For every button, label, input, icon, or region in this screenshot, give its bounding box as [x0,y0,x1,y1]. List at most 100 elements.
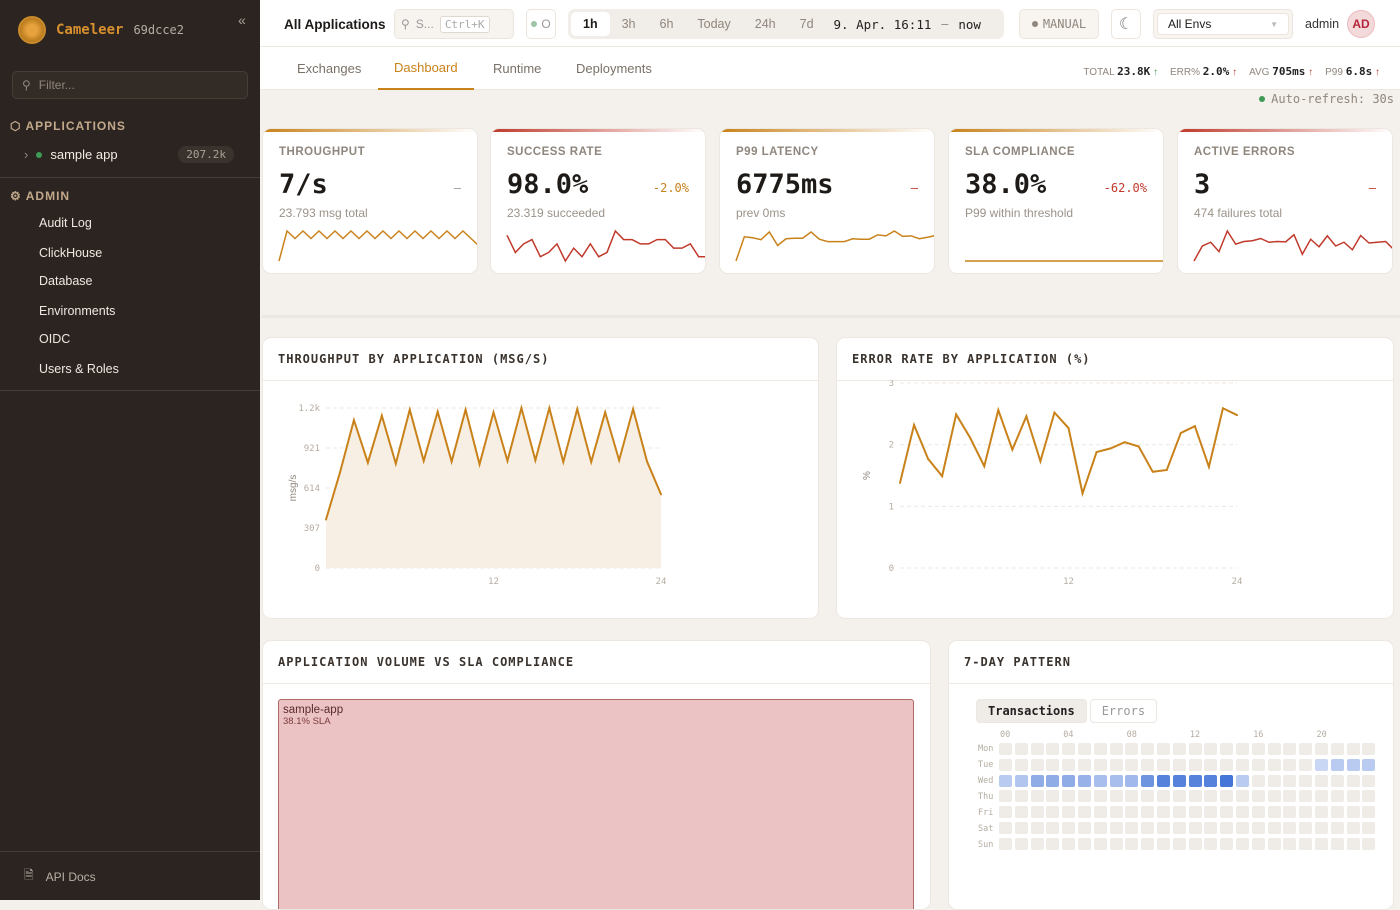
heatmap-cell[interactable] [1141,822,1155,834]
heatmap-cell[interactable] [1157,837,1170,850]
heatmap-cell[interactable] [1141,806,1155,819]
heatmap-cell[interactable] [1299,822,1313,834]
heatmap-cell[interactable] [1188,743,1202,755]
heatmap-cell[interactable] [1299,774,1313,787]
applications-section[interactable]: ⬡ APPLICATIONS [10,119,126,133]
heatmap-cell[interactable] [1236,806,1249,819]
sidebar-filter-input[interactable]: ⚲ Filter... [12,71,248,99]
heatmap-cell[interactable] [1157,822,1170,834]
heatmap-cell[interactable] [1046,837,1060,850]
heatmap-cell[interactable] [1236,774,1249,787]
heatmap-cell[interactable] [1299,837,1313,850]
heatmap-cell[interactable] [999,806,1012,819]
heatmap-cell[interactable] [1346,822,1360,834]
heatmap-cell[interactable] [1172,806,1186,819]
heatmap-cell[interactable] [1125,758,1139,771]
heatmap-cell[interactable] [1236,790,1249,803]
heatmap-cell[interactable] [1125,822,1139,834]
heatmap-cell[interactable] [1014,774,1028,787]
heatmap-cell[interactable] [1078,806,1091,819]
heatmap-cell[interactable] [1109,837,1123,850]
range-1h[interactable]: 1h [571,12,610,36]
heatmap-cell[interactable] [1014,790,1028,803]
heatmap-cell[interactable] [1362,837,1376,850]
heatmap-cell[interactable] [1283,790,1297,803]
sidebar-item-environments[interactable]: Environments [39,304,116,318]
heatmap-cell[interactable] [1315,837,1328,850]
api-docs-link[interactable]: 🗎 API Docs [24,866,96,887]
user-menu[interactable]: admin AD [1305,9,1376,39]
heatmap-cell[interactable] [1030,822,1044,834]
heatmap-cell[interactable] [1362,806,1376,819]
heatmap-cell[interactable] [1220,837,1234,850]
heatmap-cell[interactable] [1062,774,1076,787]
heatmap-cell[interactable] [1251,758,1265,771]
heatmap-cell[interactable] [1346,837,1360,850]
heatmap-cell[interactable] [1078,758,1091,771]
heatmap-cell[interactable] [1078,743,1091,755]
heatmap-cell[interactable] [1267,774,1281,787]
heatmap-cell[interactable] [1283,758,1297,771]
heatmap-cell[interactable] [1330,822,1344,834]
heatmap-cell[interactable] [1188,822,1202,834]
heatmap-cell[interactable] [1014,806,1028,819]
heatmap-cell[interactable] [1141,758,1155,771]
heatmap-cell[interactable] [1014,758,1028,771]
heatmap-cell[interactable] [1109,806,1123,819]
heatmap-cell[interactable] [1030,774,1044,787]
heatmap-cell[interactable] [1062,790,1076,803]
range-24h[interactable]: 24h [754,17,776,31]
heatmap-cell[interactable] [1362,790,1376,803]
heatmap-cell[interactable] [1062,758,1076,771]
tab-transactions[interactable]: Transactions [976,699,1087,723]
heatmap-cell[interactable] [1141,837,1155,850]
status-button[interactable]: O [526,9,556,39]
heatmap-cell[interactable] [1330,774,1344,787]
heatmap-cell[interactable] [1109,743,1123,755]
heatmap-cell[interactable] [1188,837,1202,850]
heatmap-cell[interactable] [1362,758,1376,771]
heatmap-cell[interactable] [1220,758,1234,771]
heatmap-cell[interactable] [1330,806,1344,819]
heatmap-cell[interactable] [1188,774,1202,787]
heatmap-cell[interactable] [1093,806,1107,819]
heatmap-cell[interactable] [1283,837,1297,850]
heatmap-cell[interactable] [1109,790,1123,803]
heatmap-cell[interactable] [1346,790,1360,803]
heatmap-cell[interactable] [1346,806,1360,819]
heatmap-cell[interactable] [1204,822,1218,834]
heatmap-cell[interactable] [1283,743,1297,755]
range-7d[interactable]: 7d [799,17,814,31]
heatmap-cell[interactable] [1299,806,1313,819]
heatmap-cell[interactable] [1109,822,1123,834]
heatmap-cell[interactable] [999,758,1012,771]
heatmap-cell[interactable] [1251,837,1265,850]
search-button[interactable]: ⚲ S... Ctrl+K [394,9,514,39]
heatmap-cell[interactable] [1315,806,1328,819]
theme-toggle-moon-icon[interactable]: ☾ [1111,9,1141,39]
heatmap-cell[interactable] [999,790,1012,803]
heatmap-cell[interactable] [1251,790,1265,803]
heatmap-cell[interactable] [1299,758,1313,771]
heatmap-cell[interactable] [1078,837,1091,850]
heatmap-cell[interactable] [1030,758,1044,771]
heatmap-cell[interactable] [1014,822,1028,834]
sidebar-item-database[interactable]: Database [39,274,93,288]
heatmap-cell[interactable] [1251,774,1265,787]
heatmap-cell[interactable] [1330,837,1344,850]
admin-section[interactable]: ⚙ ADMIN [10,189,70,203]
heatmap-cell[interactable] [1188,790,1202,803]
heatmap-cell[interactable] [1062,743,1076,755]
heatmap-cell[interactable] [1093,790,1107,803]
heatmap-cell[interactable] [1109,758,1123,771]
heatmap-cell[interactable] [1346,743,1360,755]
heatmap-cell[interactable] [1125,743,1139,755]
heatmap-cell[interactable] [1157,790,1170,803]
sidebar-app-item[interactable]: › sample app 207.2k [24,146,234,163]
heatmap-cell[interactable] [1093,837,1107,850]
refresh-mode-button[interactable]: MANUAL [1019,9,1099,39]
heatmap-cell[interactable] [1267,837,1281,850]
heatmap-cell[interactable] [1299,790,1313,803]
heatmap-cell[interactable] [1220,743,1234,755]
heatmap-cell[interactable] [1283,806,1297,819]
